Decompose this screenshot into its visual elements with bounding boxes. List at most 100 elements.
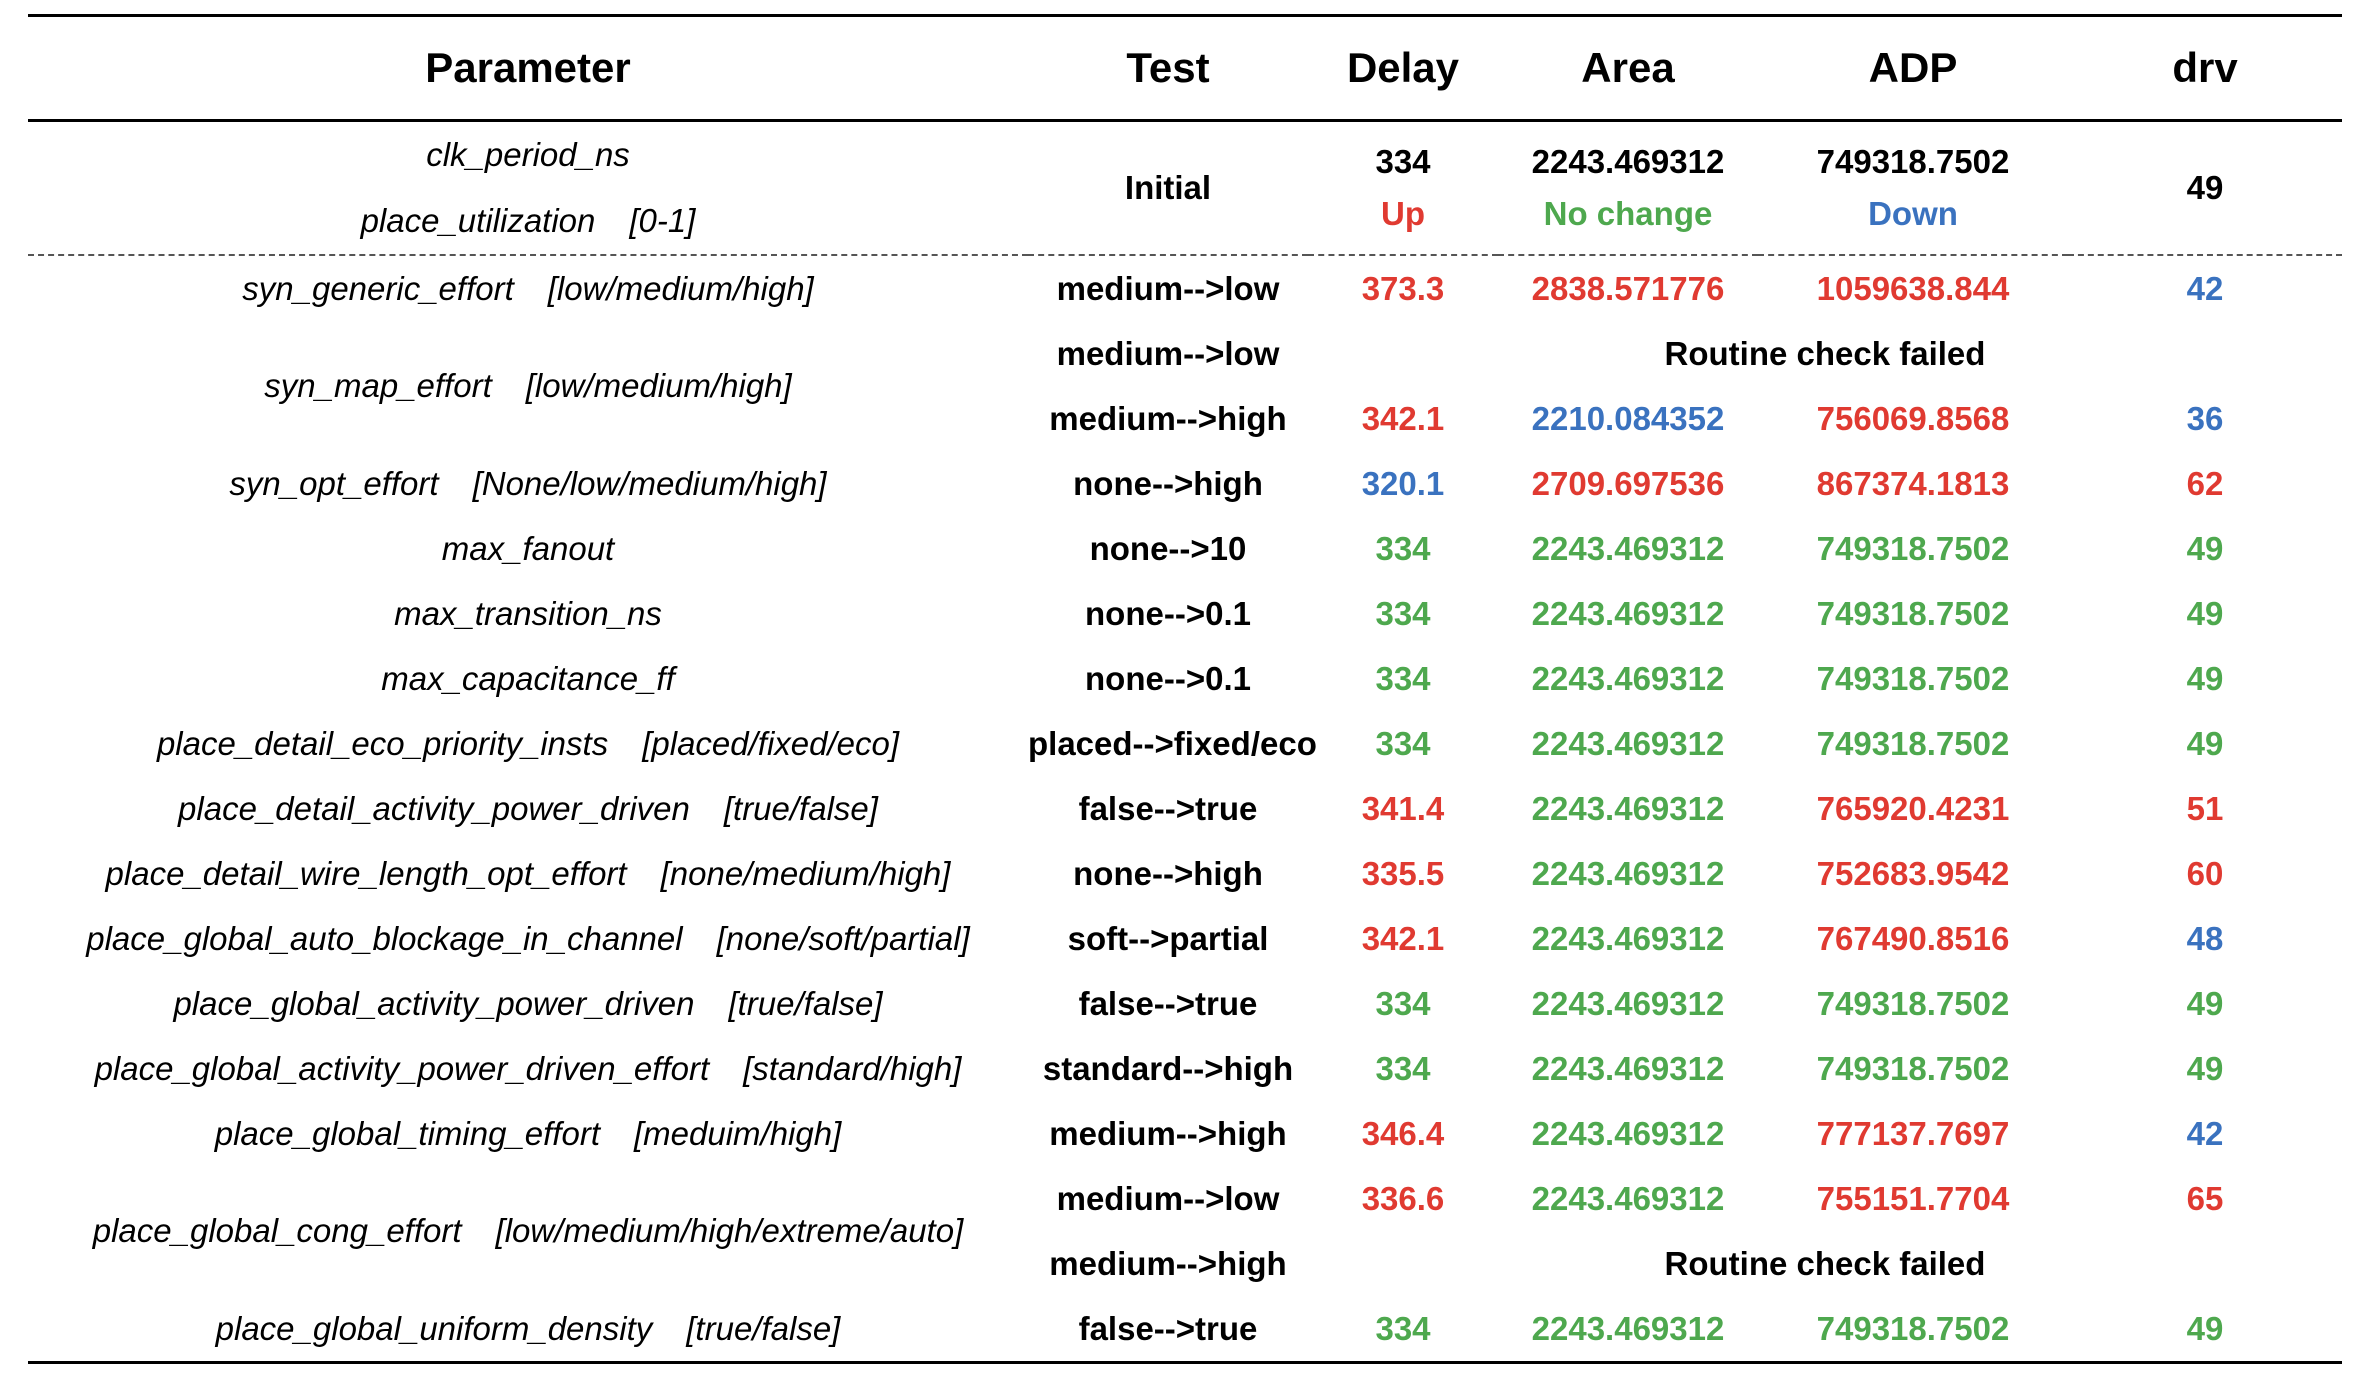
area-cell: 2210.084352 bbox=[1531, 399, 1725, 437]
adp-cell: 749318.7502 bbox=[1816, 659, 2010, 697]
table-row: place_detail_wire_length_opt_effort [none… bbox=[28, 841, 2342, 906]
parameter-name: place_detail_eco_priority_insts bbox=[156, 724, 609, 762]
adp-cell: 777137.7697 bbox=[1816, 1114, 2010, 1152]
area-cell: 2243.469312 bbox=[1531, 594, 1725, 632]
table-row: place_global_timing_effort [meduim/high] m… bbox=[28, 1101, 2342, 1166]
table-row: place_detail_eco_priority_insts [placed/f… bbox=[28, 711, 2342, 776]
delay-cell: 342.1 bbox=[1361, 399, 1445, 437]
adp-cell: 1059638.844 bbox=[1816, 269, 2010, 307]
table-row: medium-->high Routine check failed bbox=[28, 1231, 2342, 1296]
parameter-name: place_global_timing_effort bbox=[214, 1114, 600, 1152]
parameter-options: [none/soft/partial] bbox=[716, 919, 970, 957]
initial-delay-cell: 334 Up bbox=[1308, 120, 1498, 256]
parameter-options: [low/medium/high/extreme/auto] bbox=[495, 1212, 964, 1249]
test-cell: medium-->high bbox=[1049, 1114, 1287, 1152]
test-cell: none-->10 bbox=[1089, 529, 1247, 567]
initial-test-cell: Initial bbox=[1028, 120, 1308, 256]
results-table-container: Parameter Test Delay Area ADP drv clk_pe… bbox=[28, 14, 2342, 1364]
table-row: syn_map_effort [low/medium/high] medium-->… bbox=[28, 321, 2342, 405]
adp-cell: 756069.8568 bbox=[1816, 399, 2010, 437]
adp-cell: 749318.7502 bbox=[1816, 594, 2010, 632]
parameter-name: place_detail_activity_power_driven bbox=[178, 789, 690, 827]
adp-cell: 765920.4231 bbox=[1816, 789, 2010, 827]
adp-cell: 767490.8516 bbox=[1816, 919, 2010, 957]
parameter-options: [true/false] bbox=[723, 789, 878, 827]
table-row: place_global_auto_blockage_in_channel [no… bbox=[28, 906, 2342, 971]
drv-cell: 49 bbox=[2186, 724, 2224, 762]
parameter-cell: place_global_uniform_density [true/false] bbox=[28, 1296, 1028, 1364]
parameter-name: place_global_activity_power_driven bbox=[173, 984, 695, 1022]
parameter-cell: place_detail_activity_power_driven [true/… bbox=[28, 776, 1028, 841]
delay-cell: 334 bbox=[1375, 529, 1431, 567]
test-cell: none-->0.1 bbox=[1085, 594, 1251, 632]
delay-cell: 334 bbox=[1375, 1049, 1431, 1087]
test-cell: medium-->high bbox=[1049, 1244, 1287, 1282]
table-row: place_detail_activity_power_driven [true/… bbox=[28, 776, 2342, 841]
drv-cell: 49 bbox=[2068, 1296, 2342, 1364]
area-cell: 2243.469312 bbox=[1531, 529, 1725, 567]
test-cell: soft-->partial bbox=[1067, 919, 1269, 957]
delay-cell: 320.1 bbox=[1361, 464, 1445, 502]
initial-row: clk_period_ns place_utilization [0-1] Ini… bbox=[28, 120, 2342, 256]
parameter-options: [meduim/high] bbox=[634, 1114, 842, 1152]
table-row: syn_opt_effort [None/low/medium/high] none… bbox=[28, 451, 2342, 516]
header-drv: drv bbox=[2172, 44, 2238, 91]
header-adp: ADP bbox=[1868, 44, 1958, 91]
delay-cell: 334 bbox=[1375, 659, 1431, 697]
test-cell: medium-->low bbox=[1056, 334, 1280, 372]
initial-delay-value: 334 bbox=[1375, 143, 1431, 180]
test-cell: none-->high bbox=[1073, 464, 1263, 502]
header-delay: Delay bbox=[1346, 44, 1460, 91]
initial-param-clk: clk_period_ns bbox=[426, 136, 630, 173]
adp-cell: 749318.7502 bbox=[1758, 1296, 2068, 1364]
delay-cell: 342.1 bbox=[1361, 919, 1445, 957]
table-row: place_global_activity_power_driven [true/… bbox=[28, 971, 2342, 1036]
routine-check-failed-cell: Routine check failed bbox=[1664, 334, 1986, 372]
legend-no-change: No change bbox=[1543, 195, 1713, 232]
header-area: Area bbox=[1581, 44, 1675, 91]
test-cell: medium-->high bbox=[1049, 399, 1287, 437]
drv-cell: 49 bbox=[2186, 529, 2224, 567]
test-cell: none-->0.1 bbox=[1085, 659, 1251, 697]
legend-down: Down bbox=[1868, 195, 1958, 232]
adp-cell: 755151.7704 bbox=[1816, 1179, 2010, 1217]
test-cell: false-->true bbox=[1078, 789, 1258, 827]
parameter-name: place_global_cong_effort bbox=[92, 1212, 462, 1249]
table-row: place_global_uniform_density [true/false]… bbox=[28, 1296, 2342, 1364]
initial-drv-cell: 49 bbox=[2068, 120, 2342, 256]
parameter-options: [standard/high] bbox=[743, 1049, 962, 1087]
drv-cell: 60 bbox=[2186, 854, 2224, 892]
parameter-name: syn_generic_effort bbox=[242, 269, 514, 307]
header-test: Test bbox=[1126, 44, 1210, 91]
drv-cell: 36 bbox=[2186, 399, 2224, 437]
test-cell: false-->true bbox=[1028, 1296, 1308, 1364]
parameter-cell: max_transition_ns bbox=[28, 581, 1028, 646]
parameter-name: place_global_uniform_density bbox=[215, 1309, 653, 1347]
parameter-cell: place_global_activity_power_driven_effor… bbox=[28, 1036, 1028, 1101]
table-row: place_global_activity_power_driven_effor… bbox=[28, 1036, 2342, 1101]
adp-cell: 749318.7502 bbox=[1816, 724, 2010, 762]
parameter-results-table: Parameter Test Delay Area ADP drv clk_pe… bbox=[28, 14, 2342, 1364]
parameter-name: place_global_activity_power_driven_effor… bbox=[94, 1049, 710, 1087]
area-cell: 2709.697536 bbox=[1531, 464, 1725, 502]
initial-params-cell: clk_period_ns place_utilization [0-1] bbox=[28, 120, 1028, 256]
adp-cell: 749318.7502 bbox=[1816, 529, 2010, 567]
delay-cell: 334 bbox=[1375, 984, 1431, 1022]
parameter-options: [true/false] bbox=[728, 984, 883, 1022]
parameter-name: syn_map_effort bbox=[264, 367, 492, 404]
area-cell: 2243.469312 bbox=[1531, 854, 1725, 892]
table-row: max_fanout none-->10 334 2243.469312 749318.… bbox=[28, 516, 2342, 581]
area-cell: 2243.469312 bbox=[1531, 789, 1725, 827]
parameter-options: [true/false] bbox=[686, 1309, 841, 1347]
routine-check-failed-cell: Routine check failed bbox=[1664, 1244, 1986, 1282]
drv-cell: 49 bbox=[2186, 594, 2224, 632]
parameter-options: [placed/fixed/eco] bbox=[642, 724, 900, 762]
test-cell: placed-->fixed/eco bbox=[1028, 724, 1317, 762]
parameter-name: syn_opt_effort bbox=[229, 464, 439, 502]
drv-cell: 62 bbox=[2186, 464, 2224, 502]
adp-cell: 749318.7502 bbox=[1816, 1049, 2010, 1087]
test-cell: medium-->low bbox=[1056, 1179, 1280, 1217]
drv-cell: 48 bbox=[2186, 919, 2224, 957]
parameter-options: [low/medium/high] bbox=[525, 367, 792, 404]
parameter-cell: place_detail_eco_priority_insts [placed/f… bbox=[28, 711, 1028, 776]
